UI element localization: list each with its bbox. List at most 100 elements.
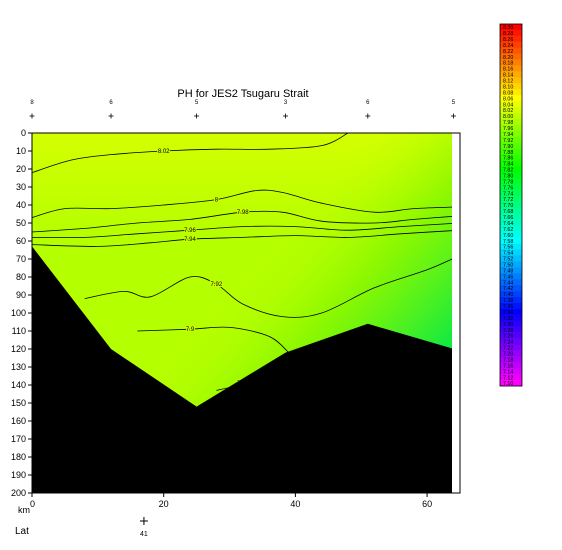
colorbar-swatch xyxy=(500,302,522,310)
colorbar-label: 7.66 xyxy=(503,215,513,221)
y-axis: 0 10 20 30 40 50 60 70 80 90 100 110 120 130 140 150 160… xyxy=(11,128,32,498)
colorbar-label: 7.32 xyxy=(503,316,513,322)
contour-label: 7.96 xyxy=(184,228,196,234)
colorbar-swatch xyxy=(500,231,522,238)
colorbar-swatch xyxy=(500,142,522,149)
colorbar-label: 7.58 xyxy=(503,239,513,245)
colorbar-swatch xyxy=(500,101,522,108)
station-label: 8 xyxy=(30,100,34,106)
lat-label: Lat xyxy=(15,526,29,537)
x-axis-label: km xyxy=(18,505,30,515)
colorbar-swatch xyxy=(500,249,522,256)
colorbar-label: 7.22 xyxy=(503,346,513,352)
colorbar-swatch xyxy=(500,261,522,268)
colorbar-swatch xyxy=(500,130,522,138)
colorbar-label: 7.68 xyxy=(503,209,513,215)
colorbar-swatch xyxy=(500,47,522,54)
colorbar-label: 7.70 xyxy=(503,203,513,209)
colorbar-swatch xyxy=(500,178,522,185)
colorbar-label: 8.26 xyxy=(503,37,513,43)
y-tick-label: 140 xyxy=(11,380,26,390)
colorbar-swatch xyxy=(500,380,522,387)
colorbar-label: 8.10 xyxy=(503,84,513,90)
y-tick-label: 10 xyxy=(16,146,26,156)
colorbar-swatch xyxy=(500,35,522,43)
colorbar-label: 7.30 xyxy=(503,322,513,328)
y-tick-label: 100 xyxy=(11,308,26,318)
y-tick-label: 120 xyxy=(11,344,26,354)
colorbar-label: 7.94 xyxy=(503,132,513,138)
station-markers: 8 6 5 3 6 5 xyxy=(29,100,456,119)
colorbar-frame xyxy=(499,23,523,387)
colorbar-swatch xyxy=(500,255,522,262)
colorbar-label: 8.18 xyxy=(503,61,513,67)
colorbar-label: 7.72 xyxy=(503,197,513,203)
contour-line xyxy=(137,326,290,353)
y-tick-label: 50 xyxy=(16,218,26,228)
colorbar-swatch xyxy=(500,89,522,96)
colorbar-swatch xyxy=(500,326,522,333)
colorbar-swatch xyxy=(500,53,522,60)
colorbar-swatch xyxy=(500,362,522,369)
colorbar-label: 7.16 xyxy=(503,363,513,369)
colorbar-swatch xyxy=(500,202,522,209)
x-tick-label: 40 xyxy=(290,499,300,509)
colorbar-swatch xyxy=(500,279,522,286)
colorbar-swatch xyxy=(500,107,522,114)
y-tick-label: 80 xyxy=(16,272,26,282)
colorbar-swatch xyxy=(500,160,522,167)
colorbar-label: 7.24 xyxy=(503,340,513,346)
colorbar-label: 8.22 xyxy=(503,49,513,55)
colorbar-swatch xyxy=(500,166,522,173)
colorbar-swatch xyxy=(500,136,522,143)
seafloor-mask xyxy=(32,246,460,493)
colorbar-label: 8.30 xyxy=(503,25,513,31)
colorbar: 8.308.288.268.248.228.208.188.168.148.12… xyxy=(499,23,523,387)
colorbar-swatch xyxy=(500,65,522,72)
y-tick-label: 110 xyxy=(12,326,26,336)
colorbar-swatch xyxy=(500,184,522,191)
contour-label: 7.94 xyxy=(184,237,196,243)
y-tick-label: 20 xyxy=(16,164,26,174)
colorbar-label: 8.04 xyxy=(503,102,513,108)
colorbar-label: 7.80 xyxy=(503,173,513,179)
colorbar-swatch xyxy=(500,148,522,155)
colorbar-swatch xyxy=(500,172,522,179)
colorbar-label: 7.42 xyxy=(503,286,513,292)
colorbar-swatch xyxy=(500,350,522,357)
x-axis: 0 20 40 60 xyxy=(30,493,432,509)
colorbar-swatch xyxy=(500,237,522,244)
contour-line xyxy=(84,255,460,318)
y-tick-label: 90 xyxy=(16,290,26,300)
colorbar-swatch xyxy=(500,273,522,280)
colorbar-label: 7.56 xyxy=(503,245,513,251)
colorbar-label: 7.14 xyxy=(503,369,513,375)
colorbar-swatch xyxy=(500,243,522,250)
colorbar-label: 7.34 xyxy=(503,310,513,316)
colorbar-swatch xyxy=(500,296,522,304)
colorbar-label: 8.28 xyxy=(503,31,513,37)
y-tick-label: 150 xyxy=(11,398,26,408)
colorbar-label: 7.88 xyxy=(503,150,513,156)
contour-line xyxy=(32,133,349,173)
colorbar-swatch xyxy=(500,285,522,292)
y-tick-label: 190 xyxy=(11,470,26,480)
colorbar-swatch xyxy=(500,154,522,161)
y-tick-label: 70 xyxy=(16,254,26,264)
colorbar-swatch xyxy=(500,213,522,221)
colorbar-label: 8.20 xyxy=(503,55,513,61)
chart-title: PH for JES2 Tsugaru Strait xyxy=(177,88,308,100)
colorbar-label: 7.12 xyxy=(503,375,513,381)
colorbar-label: 7.20 xyxy=(503,352,513,358)
colorbar-label: 8.02 xyxy=(503,108,513,114)
colorbar-swatch xyxy=(500,207,522,215)
colorbar-swatch xyxy=(500,41,522,49)
colorbar-swatch xyxy=(500,314,522,322)
colorbar-label: 7.18 xyxy=(503,357,513,363)
colorbar-label: 7.48 xyxy=(503,268,513,274)
colorbar-swatch xyxy=(500,219,522,227)
x-tick-label: 20 xyxy=(159,499,169,509)
colorbar-swatch xyxy=(500,374,522,381)
